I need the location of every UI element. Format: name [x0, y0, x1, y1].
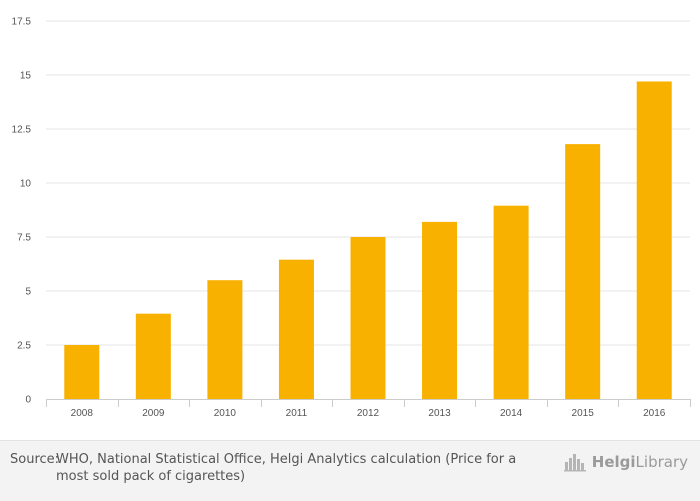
- y-tick-label: 10: [20, 179, 32, 190]
- y-tick-label: 2.5: [17, 341, 31, 352]
- y-tick-label: 5: [25, 287, 31, 298]
- x-tick-label: 2016: [643, 408, 666, 419]
- helgi-library-logo[interactable]: HelgiLibrary: [563, 451, 688, 473]
- bar-2014[interactable]: [493, 205, 529, 399]
- bar-chart: 0 2.5 5 7.5 10 12.5 15 17.5 2008 2009 2010 2011 201…: [12, 17, 691, 419]
- x-tick-label: 2009: [142, 408, 165, 419]
- y-tick-label: 7.5: [17, 233, 31, 244]
- x-tick-label: 2013: [428, 408, 451, 419]
- y-tick-label: 0: [25, 395, 31, 406]
- chart-footer: Source:WHO, National Statistical Office,…: [0, 440, 700, 501]
- source-text: WHO, National Statistical Office, Helgi …: [56, 452, 517, 484]
- y-tick-label: 15: [20, 71, 32, 82]
- skyline-icon: [563, 454, 586, 472]
- bar-2013[interactable]: [422, 221, 458, 399]
- source-note: Source:WHO, National Statistical Office,…: [10, 451, 540, 485]
- bar-2010[interactable]: [207, 280, 243, 399]
- y-tick-label: 17.5: [12, 17, 32, 28]
- x-tick-label: 2014: [500, 408, 523, 419]
- y-tick-label: 12.5: [12, 125, 32, 136]
- bar-2008[interactable]: [64, 345, 100, 399]
- logo-text: HelgiLibrary: [591, 453, 688, 471]
- x-tick-label: 2011: [286, 408, 308, 419]
- x-tick-label: 2008: [71, 408, 94, 419]
- bar-2012[interactable]: [350, 237, 386, 399]
- bar-2009[interactable]: [135, 313, 171, 399]
- bars: [64, 81, 672, 399]
- bar-2011[interactable]: [278, 259, 314, 399]
- x-axis: 2008 2009 2010 2011 2012 2013 2014 2015 2016: [46, 399, 691, 419]
- bar-2016[interactable]: [636, 81, 672, 399]
- x-tick-label: 2010: [214, 408, 237, 419]
- x-tick-label: 2012: [357, 408, 380, 419]
- source-prefix: Source:: [10, 452, 60, 467]
- x-tick-label: 2015: [572, 408, 595, 419]
- y-axis-ticks: 0 2.5 5 7.5 10 12.5 15 17.5: [12, 17, 32, 406]
- bar-2015[interactable]: [565, 144, 601, 399]
